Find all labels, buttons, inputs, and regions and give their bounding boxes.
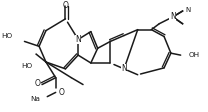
Text: O: O: [63, 1, 68, 10]
Text: N: N: [121, 64, 127, 73]
Text: N: N: [75, 35, 81, 44]
Text: HO: HO: [21, 63, 32, 69]
Text: N: N: [186, 7, 191, 13]
Text: Na: Na: [30, 96, 40, 102]
Text: OH: OH: [188, 52, 200, 58]
Text: N: N: [170, 12, 176, 21]
Text: O: O: [34, 79, 40, 88]
Text: O: O: [59, 88, 64, 97]
Text: HO: HO: [2, 32, 13, 39]
Text: N: N: [170, 12, 176, 21]
